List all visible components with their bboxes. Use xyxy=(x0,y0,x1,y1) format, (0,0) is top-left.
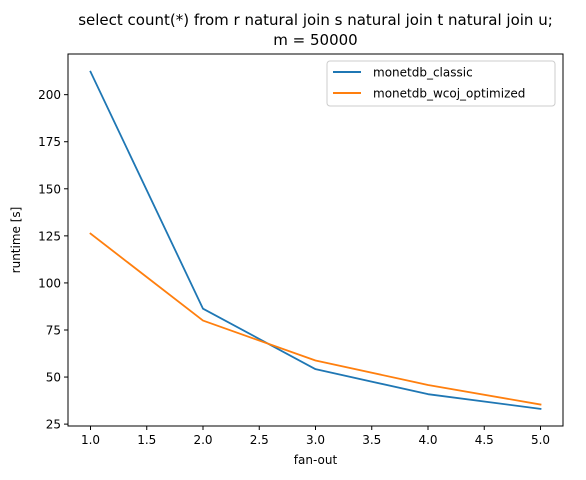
y-tick-label: 200 xyxy=(38,88,61,102)
y-tick-label: 100 xyxy=(38,276,61,290)
x-axis: 1.0 1.5 2.0 2.5 3.0 3.5 4.0 4.5 5.0 xyxy=(81,426,550,447)
chart-subtitle: m = 50000 xyxy=(273,31,357,49)
series-line-monetdb-wcoj-optimized xyxy=(89,232,542,406)
x-tick-label: 4.5 xyxy=(475,433,494,447)
x-tick-label: 3.0 xyxy=(306,433,325,447)
x-tick-label: 1.5 xyxy=(137,433,156,447)
series-line-monetdb-classic xyxy=(89,70,542,410)
legend: monetdb_classic monetdb_wcoj_optimized xyxy=(326,60,556,107)
y-tick-label: 50 xyxy=(46,371,61,385)
chart-title: select count(*) from r natural join s na… xyxy=(78,11,553,29)
x-tick-label: 2.0 xyxy=(193,433,212,447)
x-tick-label: 2.5 xyxy=(250,433,269,447)
y-tick-label: 150 xyxy=(38,182,61,196)
y-tick-label: 175 xyxy=(38,135,61,149)
x-tick-label: 3.5 xyxy=(362,433,381,447)
legend-frame xyxy=(326,60,556,107)
y-axis-label: runtime [s] xyxy=(9,207,23,274)
y-tick-label: 75 xyxy=(46,323,61,337)
legend-label-monetdb-wcoj-optimized: monetdb_wcoj_optimized xyxy=(373,87,525,101)
x-tick-label: 4.0 xyxy=(418,433,437,447)
legend-label-monetdb-classic: monetdb_classic xyxy=(373,66,473,80)
y-tick-label: 125 xyxy=(38,229,61,243)
x-tick-label: 1.0 xyxy=(81,433,100,447)
x-tick-label: 5.0 xyxy=(531,433,550,447)
y-axis: 25 50 75 100 125 150 175 200 xyxy=(38,88,68,432)
series-lines xyxy=(89,70,542,410)
x-axis-label: fan-out xyxy=(294,453,338,467)
y-tick-label: 25 xyxy=(46,418,61,432)
